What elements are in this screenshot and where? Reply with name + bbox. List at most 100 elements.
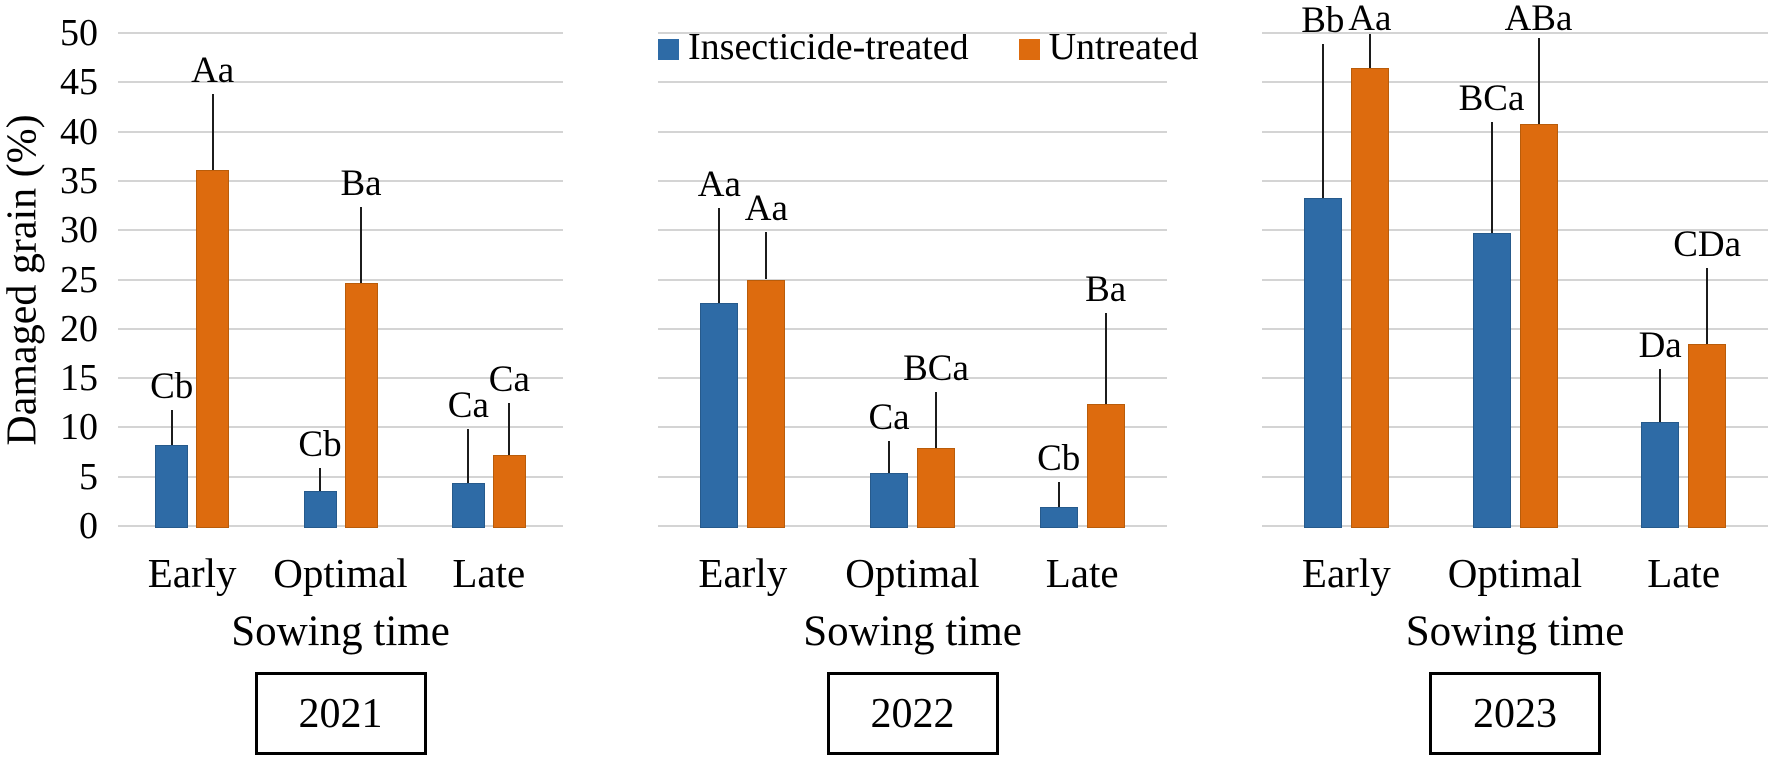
sig-letter-untreated-early-2023: Aa bbox=[1348, 0, 1392, 39]
gridline bbox=[1262, 426, 1768, 429]
gridline bbox=[1262, 229, 1768, 232]
x-axis-title-2021: Sowing time bbox=[231, 608, 450, 655]
sig-letter-untreated-late-2022: Ba bbox=[1085, 269, 1127, 311]
gridline bbox=[658, 229, 1167, 232]
gridline bbox=[658, 130, 1167, 133]
x-axis-title-2023: Sowing time bbox=[1405, 608, 1625, 655]
x-tick-label-early-2021: Early bbox=[147, 550, 237, 596]
bar-treated-early-2022 bbox=[700, 303, 739, 528]
error-bar-untreated-late-2022 bbox=[1104, 313, 1107, 404]
y-tick-label: 30 bbox=[60, 209, 98, 252]
gridline bbox=[118, 130, 563, 133]
x-axis-title-2022: Sowing time bbox=[803, 608, 1022, 655]
error-bar-treated-early-2022 bbox=[718, 207, 721, 304]
sig-letter-treated-late-2023: Da bbox=[1638, 325, 1682, 367]
gridline bbox=[658, 327, 1167, 330]
error-bar-treated-optimal-2023 bbox=[1490, 121, 1493, 234]
error-bar-untreated-optimal-2022 bbox=[935, 391, 937, 449]
x-tick-label-late-2021: Late bbox=[452, 550, 526, 596]
sig-letter-treated-early-2021: Cb bbox=[150, 365, 194, 407]
x-tick-label-optimal-2022: Optimal bbox=[845, 550, 980, 596]
sig-letter-untreated-early-2021: Aa bbox=[191, 50, 235, 92]
sig-letter-untreated-optimal-2021: Ba bbox=[340, 162, 382, 204]
error-bar-untreated-early-2023 bbox=[1368, 33, 1371, 69]
sig-letter-untreated-optimal-2022: BCa bbox=[903, 347, 969, 389]
bar-treated-late-2022 bbox=[1039, 507, 1078, 528]
gridline bbox=[658, 32, 1167, 34]
legend-swatch-treated-icon bbox=[658, 38, 679, 60]
year-label-2021: 2021 bbox=[298, 690, 383, 737]
gridline bbox=[658, 426, 1167, 429]
sig-letter-treated-late-2021: Ca bbox=[447, 385, 489, 427]
sig-letter-untreated-late-2023: CDa bbox=[1673, 223, 1742, 265]
error-bar-treated-early-2023 bbox=[1321, 43, 1324, 198]
error-bar-untreated-late-2023 bbox=[1706, 267, 1709, 344]
error-bar-treated-late-2023 bbox=[1659, 369, 1662, 423]
year-box-2023: 2023 bbox=[1429, 672, 1601, 755]
gridline bbox=[658, 525, 1167, 527]
x-tick-label-late-2022: Late bbox=[1045, 550, 1119, 596]
bar-treated-early-2023 bbox=[1303, 197, 1342, 528]
error-bar-untreated-optimal-2021 bbox=[360, 206, 362, 284]
error-bar-treated-late-2022 bbox=[1057, 481, 1060, 508]
bar-treated-late-2023 bbox=[1641, 422, 1680, 528]
gridline bbox=[118, 426, 563, 429]
x-tick-label-early-2023: Early bbox=[1301, 550, 1391, 596]
gridline bbox=[658, 278, 1167, 281]
x-tick-label-optimal-2023: Optimal bbox=[1447, 550, 1583, 596]
bar-untreated-late-2022 bbox=[1086, 403, 1125, 528]
bar-untreated-optimal-2023 bbox=[1519, 123, 1558, 528]
error-bar-treated-optimal-2021 bbox=[319, 467, 321, 492]
bar-untreated-optimal-2022 bbox=[917, 448, 955, 528]
y-tick-label: 5 bbox=[79, 455, 98, 498]
gridline bbox=[1262, 32, 1768, 34]
gridline bbox=[118, 229, 563, 232]
gridline bbox=[1262, 278, 1768, 281]
bar-untreated-late-2021 bbox=[492, 455, 526, 528]
gridline bbox=[1262, 179, 1768, 182]
year-box-2021: 2021 bbox=[254, 672, 427, 755]
y-tick-label: 50 bbox=[60, 12, 98, 54]
gridline bbox=[658, 81, 1167, 84]
bar-untreated-late-2023 bbox=[1688, 343, 1727, 528]
error-bar-untreated-early-2022 bbox=[765, 232, 768, 280]
error-bar-untreated-early-2021 bbox=[211, 94, 214, 171]
gridline bbox=[1262, 327, 1768, 330]
x-tick-label-late-2023: Late bbox=[1647, 550, 1721, 596]
bar-treated-optimal-2023 bbox=[1472, 233, 1511, 528]
error-bar-untreated-late-2021 bbox=[508, 402, 511, 455]
sig-letter-untreated-early-2022: Aa bbox=[744, 188, 788, 230]
y-tick-label: 0 bbox=[79, 505, 98, 547]
y-tick-label: 45 bbox=[60, 61, 98, 104]
gridline bbox=[118, 525, 563, 527]
bar-untreated-optimal-2021 bbox=[344, 283, 378, 528]
y-tick-label: 15 bbox=[60, 357, 98, 400]
bar-untreated-early-2023 bbox=[1350, 68, 1389, 528]
gridline bbox=[118, 278, 563, 281]
sig-letter-treated-optimal-2022: Ca bbox=[868, 397, 910, 439]
y-tick-label: 40 bbox=[60, 110, 98, 153]
gridline bbox=[1262, 475, 1768, 478]
bar-treated-early-2021 bbox=[155, 445, 189, 528]
gridline bbox=[118, 377, 563, 380]
gridline bbox=[658, 377, 1167, 380]
x-tick-label-early-2022: Early bbox=[698, 550, 788, 596]
gridline bbox=[1262, 377, 1768, 380]
gridline bbox=[118, 81, 563, 84]
y-tick-label: 25 bbox=[60, 258, 98, 301]
sig-letter-treated-late-2022: Cb bbox=[1037, 437, 1081, 479]
error-bar-treated-early-2021 bbox=[170, 409, 173, 446]
y-tick-label: 10 bbox=[60, 406, 98, 449]
error-bar-treated-late-2021 bbox=[467, 429, 470, 483]
gridline bbox=[118, 32, 563, 34]
bar-treated-late-2021 bbox=[451, 482, 485, 528]
year-box-2022: 2022 bbox=[826, 672, 999, 755]
bar-treated-optimal-2022 bbox=[870, 472, 908, 528]
legend-swatch-untreated-icon bbox=[1018, 38, 1040, 60]
gridline bbox=[658, 475, 1167, 478]
gridline bbox=[118, 327, 563, 330]
sig-letter-untreated-optimal-2023: ABa bbox=[1504, 0, 1573, 39]
sig-letter-treated-early-2023: Bb bbox=[1301, 0, 1345, 41]
sig-letter-treated-optimal-2023: BCa bbox=[1458, 77, 1525, 119]
